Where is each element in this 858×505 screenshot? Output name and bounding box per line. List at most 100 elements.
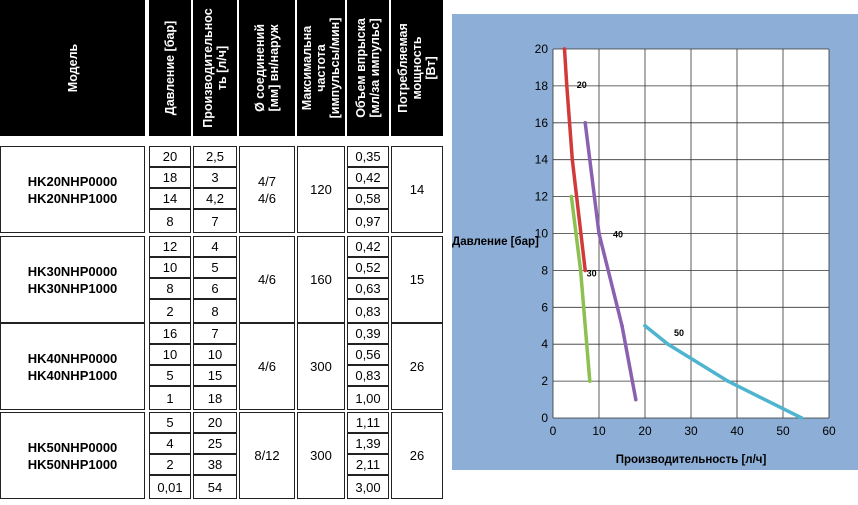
- model-code: HK40NHP1000: [27, 367, 118, 383]
- power-cell: 26: [391, 323, 443, 410]
- header-connection: Ø соединений [мм] вн/наруж: [239, 0, 295, 136]
- volume-cell: 0,63: [347, 278, 389, 299]
- capacity-cell: 25: [193, 433, 237, 454]
- pressure-cell: 0,01: [149, 475, 191, 499]
- model-code: HK20NHP1000: [27, 190, 118, 206]
- chart-series: 20 30 40 50: [562, 47, 804, 420]
- pressure-cell: 5: [149, 365, 191, 386]
- pressure-cell: 12: [149, 236, 191, 257]
- connection-value: 4/6: [257, 359, 277, 374]
- data-point: [588, 379, 592, 383]
- capacity-cell: 15: [193, 365, 237, 386]
- model-code: HK50NHP1000: [27, 456, 118, 472]
- volume-cell: 0,35: [347, 146, 389, 167]
- volume-cell: 0,42: [347, 236, 389, 257]
- series-line-30: [569, 194, 592, 383]
- volume-cell: 0,97: [347, 209, 389, 233]
- header-frequency: Максимальна частота [импульсы/мин]: [297, 0, 345, 136]
- x-tick-label: 50: [776, 424, 790, 438]
- volume-cell: 0,52: [347, 257, 389, 278]
- y-axis-title: Давление [бар]: [452, 236, 539, 248]
- capacity-cell: 7: [193, 323, 237, 344]
- y-tick-label: 6: [541, 300, 548, 314]
- y-tick-label: 2: [541, 374, 548, 388]
- x-tick-label: 0: [550, 424, 557, 438]
- connection-cell: 4/6: [239, 323, 295, 410]
- x-tick-label: 40: [730, 424, 744, 438]
- data-point: [597, 231, 601, 236]
- capacity-cell: 8: [193, 299, 237, 323]
- connection-cell: 4/6: [239, 236, 295, 323]
- pressure-cell: 2: [149, 454, 191, 475]
- pressure-cell: 18: [149, 167, 191, 188]
- x-tick-label: 20: [638, 424, 652, 438]
- header-volume: Объем впрыска [мл/за импульс]: [347, 0, 389, 136]
- model-cell: HK20NHP0000 HK20NHP1000: [0, 146, 145, 233]
- capacity-cell: 3: [193, 167, 237, 188]
- pressure-cell: 2: [149, 299, 191, 323]
- data-point: [726, 379, 730, 383]
- series-label-20: 20: [577, 80, 587, 90]
- chart-grid: [552, 48, 830, 419]
- x-tick-label: 60: [822, 424, 836, 438]
- data-point: [666, 342, 670, 347]
- frequency-cell: 160: [297, 236, 345, 323]
- pressure-cell: 14: [149, 188, 191, 209]
- connection-value: 8/12: [254, 448, 280, 463]
- pressure-cell: 5: [149, 412, 191, 433]
- data-point: [643, 323, 647, 328]
- series-line-40: [583, 121, 638, 402]
- model-code: HK50NHP0000: [27, 439, 118, 455]
- series-label-50: 50: [674, 328, 684, 338]
- x-tick-label: 30: [684, 424, 698, 438]
- volume-cell: 0,58: [347, 188, 389, 209]
- header-pressure: Давление [бар]: [149, 0, 191, 136]
- volume-cell: 1,11: [347, 412, 389, 433]
- header-power: Потребляемая мощность [Вт]: [391, 0, 443, 136]
- y-tick-label: 10: [535, 227, 549, 241]
- power-cell: 15: [391, 236, 443, 323]
- capacity-cell: 18: [193, 386, 237, 410]
- capacity-cell: 5: [193, 257, 237, 278]
- volume-cell: 3,00: [347, 475, 389, 499]
- model-cell: HK30NHP0000 HK30NHP1000: [0, 236, 145, 323]
- data-point: [620, 323, 624, 328]
- data-point: [583, 268, 587, 273]
- y-tick-label: 4: [541, 337, 548, 351]
- model-cell: HK50NHP0000 HK50NHP1000: [0, 412, 145, 499]
- volume-cell: 0,39: [347, 323, 389, 344]
- y-tick-label: 20: [535, 42, 549, 56]
- series-label-40: 40: [613, 230, 623, 240]
- header-capacity: Производительнос ть [л/ч]: [193, 0, 237, 136]
- capacity-cell: 4: [193, 236, 237, 257]
- connection-cell: 8/12: [239, 412, 295, 499]
- frequency-cell: 300: [297, 323, 345, 410]
- connection-value: 4/6: [257, 272, 277, 287]
- capacity-cell: 7: [193, 209, 237, 233]
- connection-cell: 4/7 4/6: [239, 146, 295, 233]
- volume-cell: 0,83: [347, 299, 389, 323]
- volume-cell: 1,00: [347, 386, 389, 410]
- pressure-cell: 8: [149, 209, 191, 233]
- capacity-cell: 4,2: [193, 188, 237, 209]
- y-tick-label: 8: [541, 263, 548, 277]
- header-model: Модель: [0, 0, 145, 136]
- data-point: [583, 121, 587, 125]
- model-cell: HK40NHP0000 HK40NHP1000: [0, 323, 145, 410]
- connection-value: 4/7: [257, 173, 277, 189]
- y-tick-label: 12: [535, 190, 549, 204]
- pressure-cell: 20: [149, 146, 191, 167]
- power-cell: 14: [391, 146, 443, 233]
- capacity-cell: 10: [193, 344, 237, 365]
- performance-chart: 20 30 40 50 0 10 20 30 40 50 60 0 2 4 6 8 10 12 14 16 18 20 …: [452, 14, 858, 470]
- pressure-cell: 1: [149, 386, 191, 410]
- data-point: [570, 157, 575, 162]
- frequency-cell: 120: [297, 146, 345, 233]
- pressure-cell: 16: [149, 323, 191, 344]
- x-tick-label: 10: [592, 424, 606, 438]
- data-point: [562, 47, 567, 51]
- model-code: HK30NHP1000: [27, 280, 118, 296]
- pressure-cell: 4: [149, 433, 191, 454]
- capacity-cell: 54: [193, 475, 237, 499]
- pressure-cell: 10: [149, 257, 191, 278]
